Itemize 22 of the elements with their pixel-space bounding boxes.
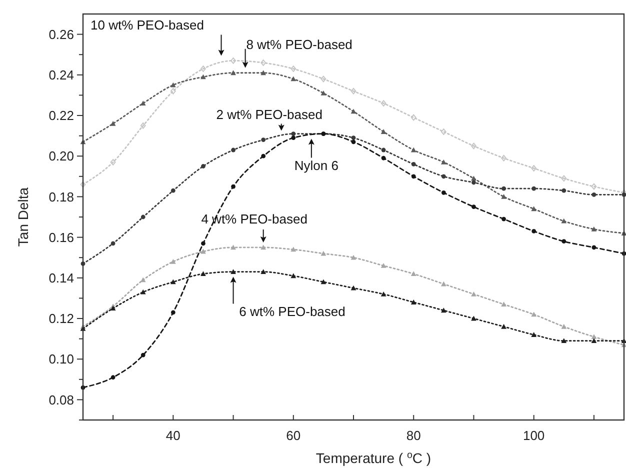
y-tick-label: 0.22 — [48, 108, 74, 124]
annotation: 8 wt% PEO-based — [246, 36, 352, 52]
x-tick-label: 80 — [406, 428, 421, 443]
y-axis-title: Tan Delta — [15, 187, 31, 247]
annotation: 4 wt% PEO-based — [201, 211, 308, 226]
y-tick-label: 0.16 — [48, 230, 74, 245]
y-tick-label: 0.20 — [48, 148, 74, 164]
annotation: 10 wt% PEO-based — [90, 18, 204, 33]
y-tick-label: 0.14 — [48, 270, 74, 286]
text: 0.08 — [48, 392, 74, 408]
x-tick-label: 40 — [166, 428, 180, 443]
x-tick-label: 100 — [522, 428, 545, 443]
annotation: Nylon 6 — [294, 158, 338, 173]
y-tick-label: 0.12 — [48, 311, 74, 326]
y-tick-label: 0.24 — [48, 67, 74, 82]
x-axis-title: Temperature ( $^{o}$C ) — [316, 450, 432, 466]
x-tick-label: 60 — [286, 428, 301, 443]
y-tick-label: 0.26 — [48, 26, 74, 42]
annotation: 2 wt% PEO-based — [216, 106, 322, 122]
y-tick-label: 0.10 — [48, 352, 74, 367]
annotation: 6 wt% PEO-based — [239, 304, 346, 319]
y-tick-label: 0.18 — [48, 189, 74, 204]
